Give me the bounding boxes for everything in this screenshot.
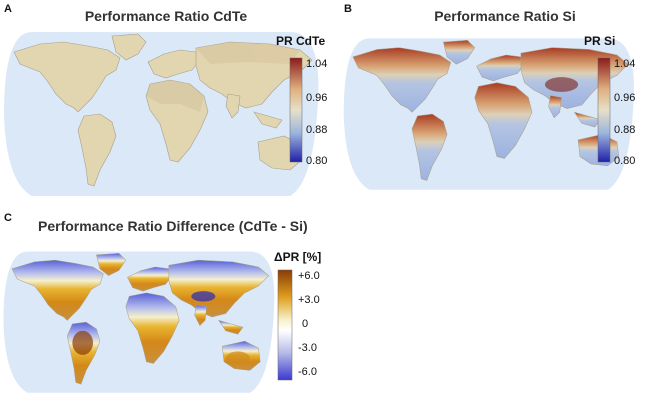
world-map-difference xyxy=(3,251,275,393)
new-zealand xyxy=(265,366,271,379)
new-zealand xyxy=(307,165,315,179)
colorbar-tick: 0.88 xyxy=(614,124,636,136)
panel-letter: C xyxy=(4,212,12,224)
africa xyxy=(145,79,209,163)
colorbar-tick: 0.88 xyxy=(306,124,328,136)
colorbar-title: PR CdTe xyxy=(276,34,326,48)
panel-title: Performance Ratio Difference (CdTe - Si) xyxy=(38,218,308,234)
asia xyxy=(195,41,313,109)
world-map-si xyxy=(343,38,634,190)
north-america xyxy=(13,41,121,113)
north-america xyxy=(11,259,104,321)
colorbar-tick: +3.0 xyxy=(298,294,320,306)
india xyxy=(548,95,562,119)
africa xyxy=(474,82,533,159)
colorbar-tick: +6.0 xyxy=(298,270,320,282)
india xyxy=(225,93,241,119)
colorbar-b xyxy=(597,57,611,163)
panel-title: Performance Ratio CdTe xyxy=(84,8,248,24)
india xyxy=(194,304,208,327)
south-america xyxy=(77,113,117,187)
colorbar-tick: 0.96 xyxy=(306,92,328,104)
panel-letter: A xyxy=(4,3,12,15)
greenland xyxy=(443,39,476,65)
colorbar-a xyxy=(289,57,303,163)
panel-letter: B xyxy=(344,3,352,15)
se-asia xyxy=(218,319,244,335)
colorbar-c xyxy=(277,269,293,381)
panel-title: Performance Ratio Si xyxy=(434,8,576,24)
se-asia xyxy=(573,111,601,128)
greenland xyxy=(96,252,127,276)
colorbar-tick: 0.80 xyxy=(306,155,328,167)
se-asia xyxy=(253,111,283,129)
greenland xyxy=(111,33,147,61)
colorbar-tick: 1.04 xyxy=(614,58,636,70)
asia xyxy=(168,259,270,318)
africa xyxy=(125,292,180,364)
colorbar-tick: -3.0 xyxy=(298,342,317,354)
colorbar-tick: 0.80 xyxy=(614,155,636,167)
colorbar-title: PR Si xyxy=(584,34,616,48)
colorbar-title: ΔPR [%] xyxy=(274,250,322,264)
north-america xyxy=(352,47,452,113)
colorbar-tick: 0 xyxy=(302,318,309,330)
colorbar-tick: -6.0 xyxy=(298,366,317,378)
colorbar-tick: 0.96 xyxy=(614,92,636,104)
world-map-cdte xyxy=(4,32,319,196)
colorbar-tick: 1.04 xyxy=(306,58,328,70)
south-america xyxy=(411,113,448,181)
